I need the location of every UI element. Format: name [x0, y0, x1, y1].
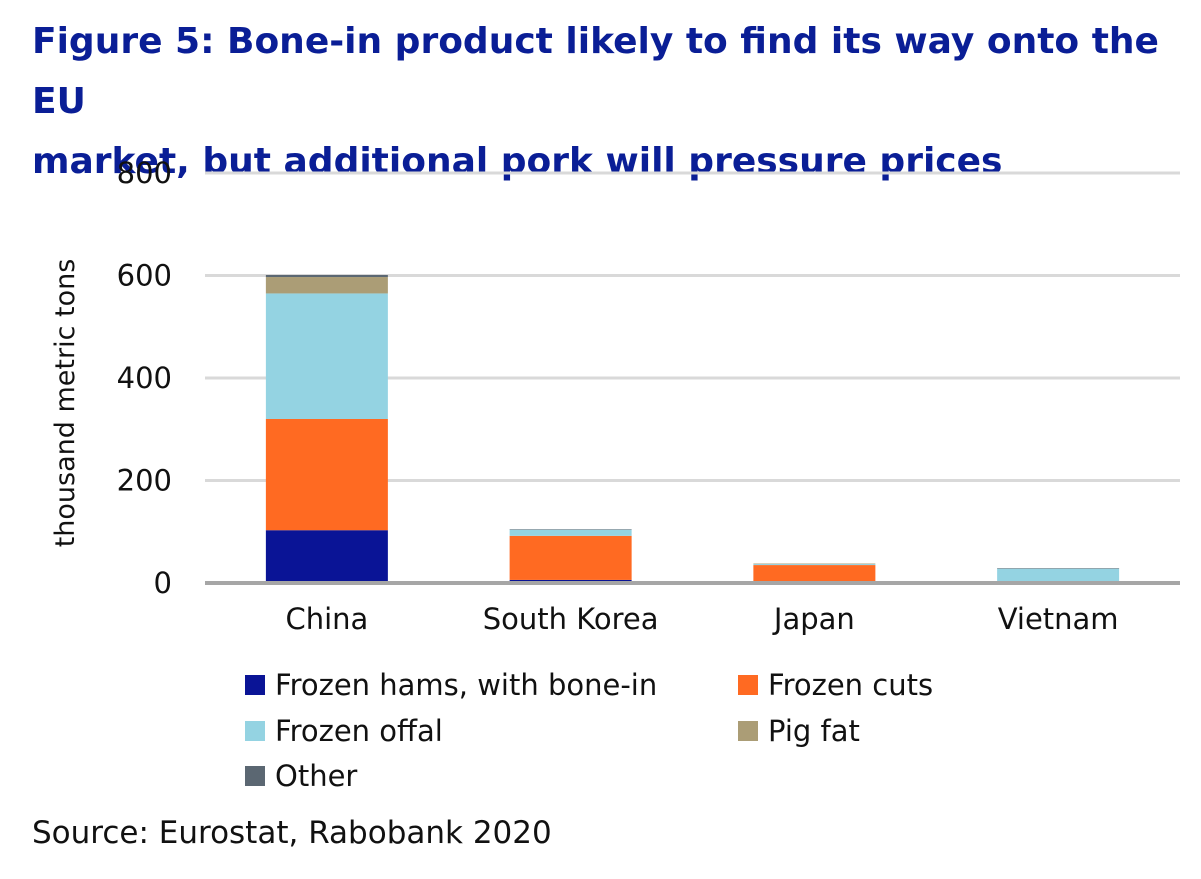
bar-segment	[997, 568, 1120, 569]
bar-segment	[753, 565, 876, 583]
bar-segment	[997, 568, 1120, 583]
x-tick-label: China	[285, 602, 368, 636]
legend-swatch	[738, 675, 758, 695]
legend-label: Other	[275, 759, 357, 793]
bar-segment	[265, 277, 388, 294]
legend-label: Pig fat	[768, 714, 860, 748]
legend-swatch	[245, 766, 265, 786]
legend-label: Frozen cuts	[768, 668, 933, 702]
bar-segment	[265, 419, 388, 531]
y-tick-label: 800	[117, 156, 172, 190]
bar-segment	[753, 564, 876, 566]
y-axis-label: thousand metric tons	[50, 259, 81, 548]
x-tick-label: Japan	[772, 602, 855, 636]
y-tick-label: 400	[117, 361, 172, 395]
bar-segment	[753, 563, 876, 565]
legend-label: Frozen hams, with bone-in	[275, 668, 657, 702]
bar-segment	[265, 530, 388, 583]
bar-segment	[509, 529, 632, 530]
x-tick-label: South Korea	[483, 602, 659, 636]
legend-label: Frozen offal	[275, 714, 443, 748]
x-tick-label: Vietnam	[998, 602, 1119, 636]
bar-segment	[265, 274, 388, 278]
page-title: Figure 5: Bone-in product likely to find…	[32, 12, 1182, 192]
bar-segment	[509, 535, 632, 580]
title-line-2: market, but additional pork will pressur…	[32, 141, 1003, 182]
legend-swatch	[245, 721, 265, 741]
legend-swatch	[245, 675, 265, 695]
bar-segment	[265, 293, 388, 419]
y-tick-label: 200	[117, 464, 172, 498]
title-line-1: Figure 5: Bone-in product likely to find…	[32, 21, 1159, 122]
bar-segment	[509, 529, 632, 536]
y-tick-label: 600	[117, 259, 172, 293]
legend-swatch	[738, 721, 758, 741]
source-note: Source: Eurostat, Rabobank 2020	[32, 815, 552, 851]
y-tick-label: 0	[154, 566, 172, 600]
